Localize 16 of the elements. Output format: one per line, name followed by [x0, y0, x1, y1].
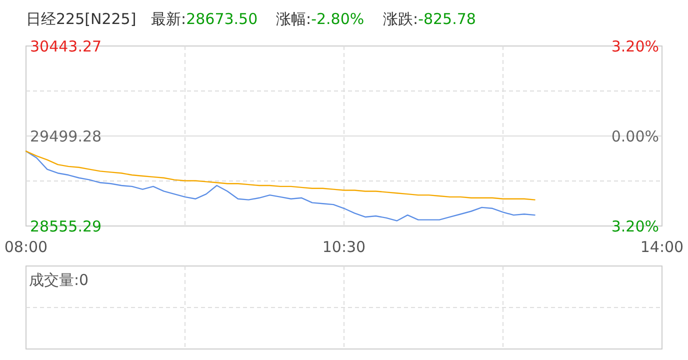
- line-series: [25, 150, 536, 222]
- y-tick-label: 28555.29: [30, 217, 102, 236]
- y2-tick-label: 3.20%: [611, 217, 659, 236]
- x-tick-label: 10:30: [322, 238, 366, 256]
- text: 涨跌:-825.78: [383, 10, 476, 28]
- text: 涨幅:-2.80%: [276, 10, 364, 28]
- y-tick-label: 30443.27: [30, 37, 102, 56]
- line-series: [25, 150, 536, 200]
- y2-tick-label: 3.20%: [611, 37, 659, 56]
- text: 成交量:0: [29, 271, 89, 289]
- y-tick-label: 29499.28: [30, 127, 102, 146]
- chart-title: 日经225[N225]: [26, 10, 136, 28]
- x-tick-label: 08:00: [4, 238, 48, 256]
- text: 最新:28673.50: [151, 10, 258, 28]
- x-tick-label: 14:00: [640, 238, 684, 256]
- y2-tick-label: 0.00%: [611, 127, 659, 146]
